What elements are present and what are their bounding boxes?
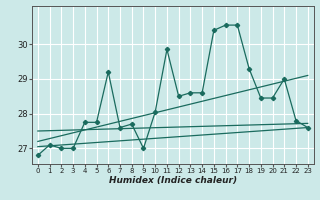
X-axis label: Humidex (Indice chaleur): Humidex (Indice chaleur) <box>109 176 237 185</box>
